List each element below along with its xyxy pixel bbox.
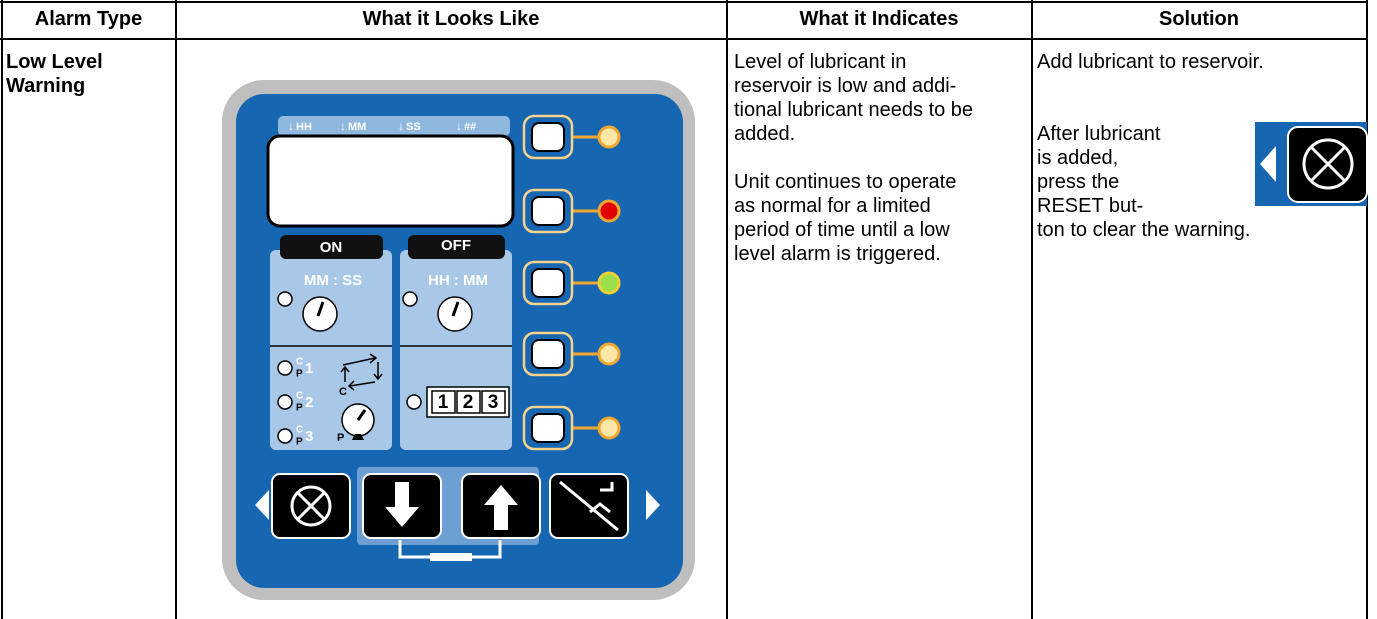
header-cell: Solution bbox=[1159, 8, 1239, 30]
arrow-right bbox=[646, 490, 660, 520]
manual-icon bbox=[559, 480, 619, 532]
rule bbox=[0, 38, 1368, 40]
status-led bbox=[597, 199, 621, 223]
display bbox=[266, 134, 515, 228]
header-cell: What it Indicates bbox=[799, 8, 959, 30]
led bbox=[402, 291, 418, 307]
text-line: tional lubricant needs to be bbox=[734, 99, 974, 121]
gauge-needle bbox=[356, 409, 367, 421]
rule bbox=[1, 0, 3, 619]
off-tab bbox=[408, 235, 505, 259]
mode-number: 1 bbox=[305, 360, 313, 377]
header-cell: What it Looks Like bbox=[362, 8, 540, 30]
text-line: level alarm is triggered. bbox=[734, 243, 941, 265]
cycle-label: C bbox=[339, 386, 347, 398]
text-line: Low Level bbox=[6, 51, 103, 73]
dial-hand bbox=[316, 301, 325, 317]
led bbox=[406, 394, 422, 410]
status-icon-inner bbox=[531, 413, 565, 443]
off-label: OFF bbox=[441, 237, 471, 254]
mode-p: P bbox=[296, 403, 303, 414]
gauge-base bbox=[352, 434, 364, 440]
text-line: Level of lubricant in bbox=[734, 51, 907, 73]
on-tab bbox=[280, 235, 383, 259]
counter-digit: 3 bbox=[488, 392, 499, 413]
pressure-label: P bbox=[337, 432, 344, 444]
up-arrow bbox=[484, 485, 518, 530]
alarm-type: Low Level Warning bbox=[6, 50, 103, 98]
display-arrow: ↓ bbox=[456, 119, 462, 133]
on-label: ON bbox=[320, 239, 343, 256]
rule bbox=[726, 0, 728, 619]
rule bbox=[1366, 0, 1368, 619]
rule bbox=[175, 0, 177, 619]
reset-icon bbox=[290, 485, 332, 527]
status-icon-inner bbox=[531, 268, 565, 298]
status-led bbox=[597, 416, 621, 440]
mode-c: C bbox=[296, 391, 303, 402]
mode-p: P bbox=[296, 369, 303, 380]
display-label: MM bbox=[348, 121, 366, 133]
text-line: period of time until a low bbox=[734, 219, 950, 241]
text-line: ton to clear the warning. bbox=[1037, 219, 1251, 241]
display-arrow: ↓ bbox=[288, 119, 294, 133]
status-led bbox=[597, 125, 621, 149]
arrow-left bbox=[1260, 146, 1276, 182]
mode-c: C bbox=[296, 425, 303, 436]
led bbox=[277, 428, 293, 444]
led bbox=[277, 394, 293, 410]
counter-digit: 2 bbox=[463, 392, 474, 413]
mode-c: C bbox=[296, 357, 303, 368]
display-label-strip bbox=[278, 116, 510, 136]
reset-symbol bbox=[1302, 138, 1354, 190]
counter-box bbox=[456, 390, 481, 414]
text-line: as normal for a limited bbox=[734, 195, 931, 217]
led bbox=[277, 291, 293, 307]
text-line: added. bbox=[734, 123, 796, 145]
status-led bbox=[597, 271, 621, 295]
text-line: is added, bbox=[1037, 147, 1119, 169]
text-line: reservoir is low and addi- bbox=[734, 75, 957, 97]
text-line: press the bbox=[1037, 171, 1120, 193]
indicates-paragraph: Level of lubricant in reservoir is low an… bbox=[734, 50, 973, 146]
counter-digit: 1 bbox=[438, 392, 449, 413]
text-line: After lubricant bbox=[1037, 123, 1161, 145]
on-format: MM : SS bbox=[304, 272, 362, 289]
display-arrow: ↓ bbox=[340, 119, 346, 133]
counter-box bbox=[481, 390, 506, 414]
down-arrow bbox=[385, 482, 419, 527]
rule bbox=[0, 1, 1368, 3]
status-led bbox=[597, 342, 621, 366]
solution-paragraph: After lubricant is added, press the RESET b… bbox=[1037, 122, 1250, 242]
display-arrow: ↓ bbox=[398, 119, 404, 133]
text-line: Warning bbox=[6, 75, 86, 97]
status-icon-inner bbox=[531, 196, 565, 226]
text-line: Add lubricant to reservoir. bbox=[1037, 51, 1264, 73]
rule bbox=[1031, 0, 1033, 619]
led bbox=[277, 360, 293, 376]
cycle-icon bbox=[340, 353, 383, 391]
off-format: HH : MM bbox=[428, 272, 488, 289]
counter-box bbox=[431, 390, 456, 414]
dial-hand bbox=[451, 301, 460, 317]
display-label: HH bbox=[296, 121, 312, 133]
wrench bbox=[430, 553, 472, 561]
mode-p: P bbox=[296, 437, 303, 448]
mode-number: 3 bbox=[305, 428, 313, 445]
mode-number: 2 bbox=[305, 394, 313, 411]
status-icon-inner bbox=[531, 339, 565, 369]
header-cell: Alarm Type bbox=[34, 8, 143, 30]
on-panel bbox=[270, 250, 392, 450]
status-icon-inner bbox=[531, 122, 565, 152]
text-line: RESET but- bbox=[1037, 195, 1144, 217]
wrench-link bbox=[398, 540, 502, 559]
display-label: ## bbox=[464, 121, 476, 133]
arrow-left bbox=[255, 490, 269, 520]
solution-paragraph: Add lubricant to reservoir. bbox=[1037, 50, 1264, 74]
display-label: SS bbox=[406, 121, 421, 133]
text-line: Unit continues to operate bbox=[734, 171, 957, 193]
indicates-paragraph: Unit continues to operate as normal for a… bbox=[734, 170, 956, 266]
